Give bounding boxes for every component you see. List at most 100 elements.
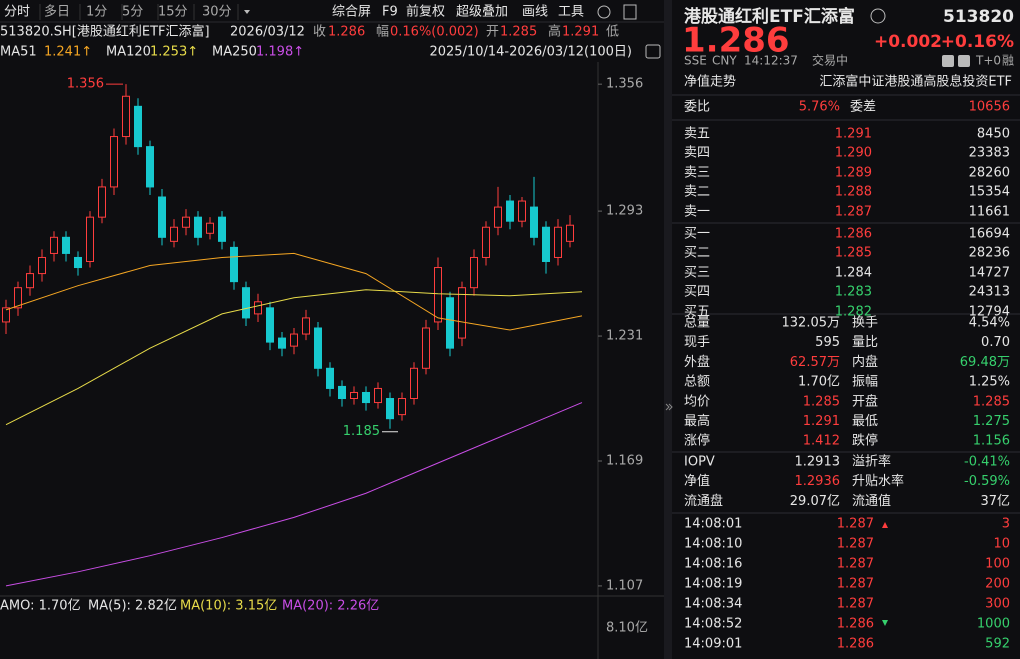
candle-body — [410, 367, 418, 400]
info-icon[interactable] — [870, 8, 886, 24]
ma-name: MA120 — [106, 45, 151, 60]
nav-trend-link[interactable]: 净值走势 — [684, 74, 736, 90]
book-price: 1.289 — [835, 166, 872, 181]
candle-body — [314, 327, 322, 369]
candle-body — [170, 226, 178, 242]
nav-label: 升贴水率 — [852, 473, 904, 489]
tool[interactable]: F9 — [382, 5, 398, 20]
stat-value: 69.48万 — [960, 355, 1010, 370]
book-price: 1.283 — [835, 285, 872, 300]
info-close: 1.286 — [328, 25, 365, 40]
tool[interactable]: 综合屏 — [332, 5, 371, 20]
edit-icon[interactable] — [942, 55, 954, 67]
candle-body — [98, 186, 106, 218]
candle-body — [230, 246, 238, 283]
candle-body — [398, 398, 406, 416]
volume-legend: MA(10): 3.15亿 — [180, 599, 277, 614]
tab[interactable]: 1分 — [86, 5, 107, 20]
nav-label: 净值 — [684, 473, 710, 489]
book-label: 买五 — [684, 305, 710, 320]
stock-code: 513820 — [943, 7, 1014, 27]
tab[interactable]: 分时 — [4, 5, 30, 20]
candle-body — [494, 206, 502, 228]
stat-value: 1.291 — [803, 414, 840, 429]
candle-body — [326, 367, 334, 389]
stat-label: 振幅 — [852, 375, 878, 390]
tab[interactable]: 30分 — [202, 5, 232, 20]
stat-value: 1.25% — [969, 375, 1010, 390]
book-label: 卖二 — [684, 185, 710, 200]
trade-volume: 200 — [985, 577, 1010, 592]
tool[interactable]: 前复权 — [406, 4, 445, 20]
trade-time: 14:08:19 — [684, 577, 742, 592]
book-label: 卖三 — [684, 166, 710, 181]
tool[interactable]: 画线 — [522, 5, 548, 20]
price-change: +0.002 — [874, 32, 942, 52]
panel-icon[interactable] — [623, 4, 637, 20]
nav-value: -0.41% — [964, 455, 1010, 470]
ratio-label: 委比 — [684, 100, 710, 115]
book-price: 1.288 — [835, 185, 872, 200]
trade-volume: 3 — [1002, 517, 1010, 532]
volume-legend: MA(5): 2.82亿 — [88, 599, 177, 614]
y-tick-label: 1.356 — [606, 77, 643, 92]
stat-value: 1.412 — [803, 434, 840, 449]
nav-value: 37亿 — [980, 494, 1010, 509]
tab[interactable]: 15分 — [158, 5, 188, 20]
trade-time: 14:08:16 — [684, 557, 742, 572]
book-volume: 11661 — [969, 205, 1010, 220]
candle-body — [62, 236, 70, 254]
book-volume: 28260 — [969, 166, 1010, 181]
book-price: 1.284 — [835, 266, 872, 281]
settings-icon[interactable] — [597, 5, 611, 19]
stat-label: 换手 — [852, 316, 878, 331]
trade-price: 1.287 — [837, 517, 874, 532]
candle-body — [50, 236, 58, 254]
info-low-label: 低 — [606, 25, 619, 40]
stock-name: 港股通红利ETF汇添富 — [684, 6, 855, 27]
tool[interactable]: 超级叠加 — [456, 5, 508, 20]
nav-value: -0.59% — [964, 474, 1010, 489]
volume-axis-label: 8.10亿 — [606, 621, 648, 636]
tool[interactable]: 工具 — [558, 5, 584, 20]
collapse-icon[interactable] — [665, 403, 673, 411]
tab[interactable]: 5分 — [122, 5, 143, 20]
candle-body — [446, 297, 454, 349]
candle-body — [122, 95, 130, 138]
book-price: 1.287 — [835, 205, 872, 220]
book-volume: 14727 — [969, 266, 1010, 281]
panel-divider — [664, 0, 672, 659]
candle-body — [194, 216, 202, 238]
y-tick-label: 1.231 — [606, 329, 643, 344]
ma-name: MA250 — [212, 45, 257, 60]
book-volume: 16694 — [969, 227, 1010, 242]
nav-value: 1.2913 — [795, 455, 841, 470]
stat-value: 1.70亿 — [798, 375, 840, 390]
candle-body — [242, 287, 250, 319]
book-volume: 28236 — [969, 246, 1010, 261]
candle-body — [218, 216, 226, 242]
book-volume: 24313 — [969, 285, 1010, 300]
stat-value: 62.57万 — [790, 355, 840, 370]
trade-volume: 10 — [993, 537, 1010, 552]
info-open-label: 开 — [486, 25, 499, 40]
candle-body — [278, 337, 286, 349]
candle-body — [146, 146, 154, 188]
low-label: 1.185 — [343, 424, 380, 439]
y-tick-label: 1.293 — [606, 204, 643, 219]
dropdown-icon[interactable] — [244, 10, 250, 14]
link-icon[interactable] — [958, 55, 970, 67]
book-volume: 23383 — [969, 146, 1010, 161]
export-icon[interactable] — [645, 44, 661, 59]
candle-body — [506, 200, 514, 222]
volume-legend: AMO: 1.70亿 — [0, 599, 81, 614]
trade-time: 14:09:01 — [684, 637, 742, 652]
quote-margin: 融 — [1002, 54, 1014, 68]
candle-body — [470, 256, 478, 289]
book-volume: 12794 — [969, 305, 1010, 320]
tab[interactable]: 多日 — [44, 4, 70, 20]
stat-label: 最高 — [684, 413, 710, 429]
trade-time: 14:08:01 — [684, 517, 742, 532]
trade-price: 1.287 — [837, 537, 874, 552]
info-close-label: 收 — [313, 25, 326, 40]
